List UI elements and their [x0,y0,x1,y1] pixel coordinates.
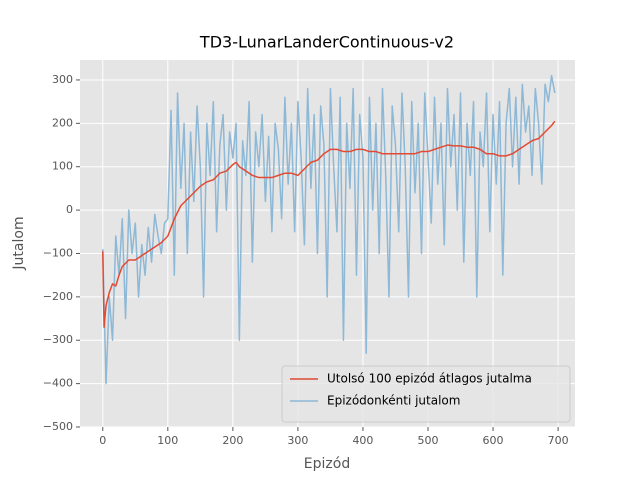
x-tick-label: 400 [352,434,373,447]
y-tick-label: 200 [52,116,73,129]
x-tick-label: 0 [99,434,106,447]
y-tick-label: −400 [43,377,73,390]
series-line [102,74,556,385]
y-tick-label: −200 [43,290,73,303]
legend: Utolsó 100 epizód átlagos jutalma Epizódo… [281,365,571,423]
y-tick-label: 0 [66,203,73,216]
x-tick-label: 500 [417,434,438,447]
chart-title: TD3-LunarLanderContinuous-v2 [199,33,454,52]
y-tick-label: 100 [52,160,73,173]
x-tick-label: 300 [287,434,308,447]
x-axis-label: Epizód [304,456,350,472]
x-tick-label: 200 [222,434,243,447]
y-tick-label: −500 [43,420,73,433]
y-axis-label: Jutalom [11,216,27,270]
y-tick-label: −300 [43,333,73,346]
y-tick-label: 300 [52,73,73,86]
series-line [102,120,556,328]
y-tick-label: −100 [43,246,73,259]
x-tick-label: 700 [548,434,569,447]
legend-label: Epizódonkénti jutalom [327,394,460,408]
legend-label: Utolsó 100 epizód átlagos jutalma [327,372,532,386]
x-tick-label: 600 [483,434,504,447]
legend-box [281,365,571,423]
x-tick-label: 100 [157,434,178,447]
